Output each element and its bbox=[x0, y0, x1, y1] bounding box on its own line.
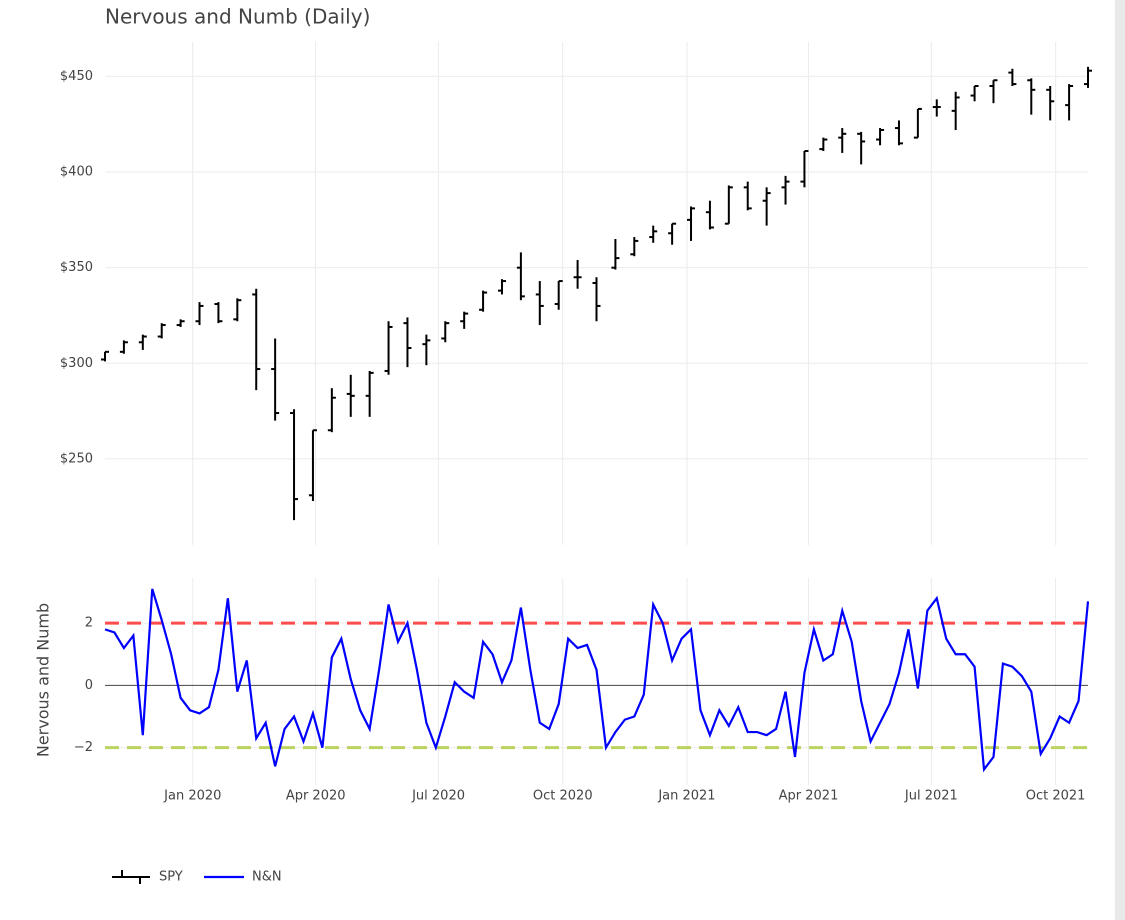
chart-title: Nervous and Numb (Daily) bbox=[105, 5, 370, 29]
y-tick-label: $450 bbox=[60, 69, 93, 84]
x-tick-label: Jul 2020 bbox=[411, 789, 465, 804]
y-tick-label: 2 bbox=[85, 616, 93, 631]
y-axis-label: Nervous and Numb bbox=[34, 603, 53, 757]
x-tick-label: Oct 2021 bbox=[1026, 789, 1086, 804]
x-tick-label: Jan 2021 bbox=[657, 789, 715, 804]
nn-line bbox=[104, 588, 1090, 773]
x-tick-label: Apr 2020 bbox=[286, 789, 346, 804]
y-tick-label: $250 bbox=[60, 451, 93, 466]
x-tick-label: Jan 2020 bbox=[163, 789, 221, 804]
side-strip bbox=[1115, 0, 1125, 920]
y-tick-label: $400 bbox=[60, 165, 93, 180]
y-tick-label: −2 bbox=[74, 740, 93, 755]
x-tick-label: Jul 2021 bbox=[904, 789, 958, 804]
y-tick-label: $350 bbox=[60, 260, 93, 275]
x-tick-label: Oct 2020 bbox=[533, 789, 593, 804]
legend-label: N&N bbox=[252, 870, 282, 885]
y-tick-label: $300 bbox=[60, 356, 93, 371]
y-tick-label: 0 bbox=[85, 678, 93, 693]
x-tick-label: Apr 2021 bbox=[779, 789, 839, 804]
legend-label: SPY bbox=[159, 870, 183, 885]
